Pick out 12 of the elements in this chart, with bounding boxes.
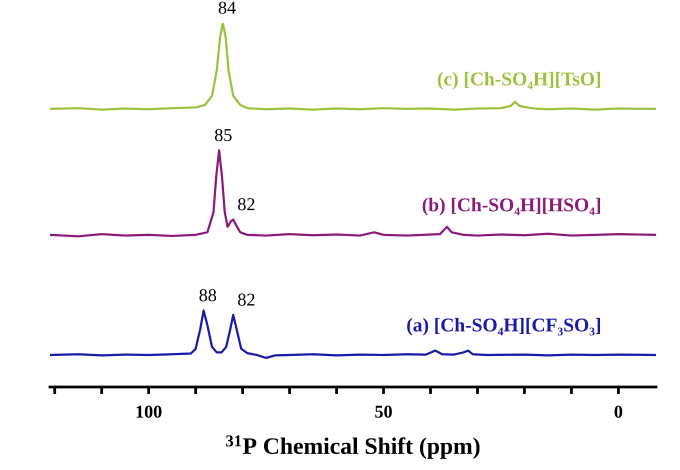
x-tick-label: 100 (136, 406, 162, 418)
annotation: 85 (214, 128, 232, 142)
annotation: 82 (238, 198, 254, 210)
annotation: 84 (218, 2, 236, 14)
series-label: (b) [Ch-SO₄H][HSO₄] (422, 198, 600, 216)
series-label: (a) [Ch-SO₄H][CF₃SO₃] (407, 318, 600, 336)
annotation: 82 (238, 294, 254, 306)
annotation: 88 (199, 289, 216, 302)
series-label: (c) [Ch-SO₄H][TsO] (438, 72, 600, 90)
x-tick-label: 0 (614, 406, 622, 418)
x-tick-label: 50 (375, 406, 392, 418)
x-axis-title: $^{31}$P Chemical Shift (ppm) (226, 435, 480, 459)
